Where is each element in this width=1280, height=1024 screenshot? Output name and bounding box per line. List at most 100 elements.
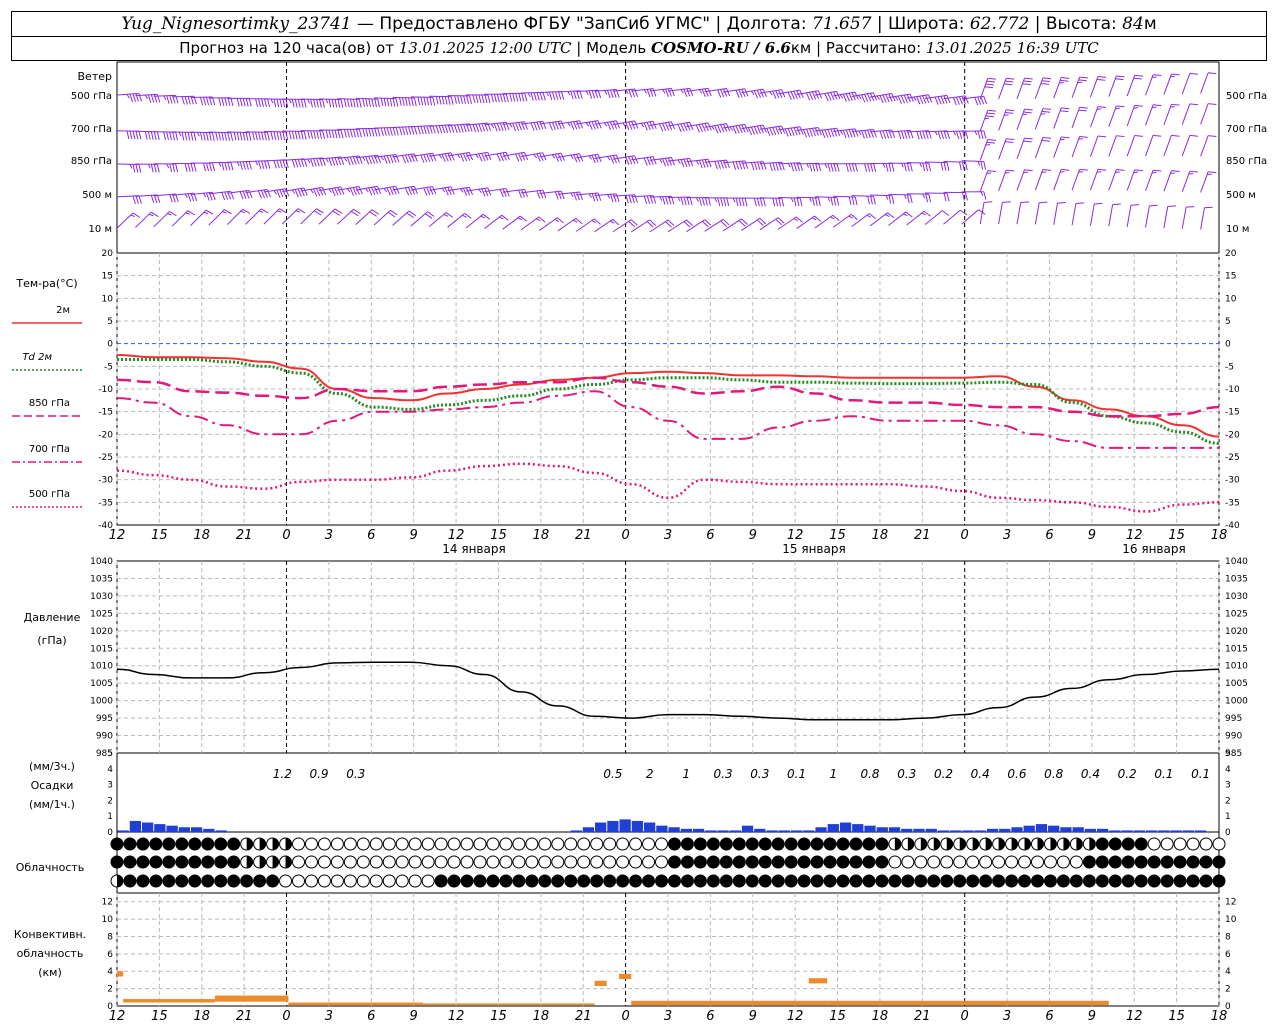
wind-barb-flag <box>505 93 509 103</box>
cloud-clear <box>940 855 954 869</box>
wind-barb-flag <box>866 93 872 102</box>
wind-barb-flag <box>882 163 886 168</box>
wind-barb-flag <box>744 88 749 97</box>
wind-barb <box>649 219 675 233</box>
wind-barb <box>319 129 344 139</box>
cloud-clear <box>927 855 941 869</box>
wind-barb-flag <box>423 154 428 163</box>
wind-barb <box>576 153 602 163</box>
wind-barb-flag <box>986 112 995 115</box>
wind-barb-flag <box>499 189 504 198</box>
wind-barb-flag <box>851 163 855 172</box>
cloud-full <box>862 837 876 851</box>
wind-barb <box>851 163 877 172</box>
wind-barb-flag <box>704 219 712 226</box>
cloud-clear <box>1005 855 1019 869</box>
cloud-full <box>849 874 863 888</box>
wind-barb-flag <box>1204 206 1213 209</box>
wind-barb-staff <box>759 197 782 199</box>
wind-barb-flag <box>245 161 249 170</box>
wind-barb-staff <box>300 186 323 192</box>
wind-barb-flag <box>548 91 553 101</box>
wind-barb-staff <box>337 208 354 225</box>
precip-tick-label-left: 3 <box>107 781 113 791</box>
wind-barb-flag <box>784 128 789 137</box>
wind-barb-flag <box>903 194 907 200</box>
wind-barb-flag <box>144 131 148 140</box>
wind-barb-flag <box>787 128 792 137</box>
wind-barb-staff <box>979 78 989 100</box>
cloud-symbol <box>914 874 928 888</box>
precip-bar <box>950 830 962 832</box>
wind-barb-flag <box>459 153 465 162</box>
cloud-full <box>797 874 811 888</box>
wind-barb-staff <box>1053 77 1062 99</box>
cloud-symbol <box>499 855 513 869</box>
wind-barb-flag <box>202 132 206 141</box>
cloud-symbol <box>810 855 824 869</box>
wind-barb-flag <box>814 215 822 222</box>
wind-barb-flag <box>573 121 578 130</box>
wind-barb <box>116 163 142 173</box>
wind-barb-flag <box>211 162 216 172</box>
wind-barb-staff <box>851 213 870 228</box>
wind-barb-flag <box>509 93 513 102</box>
wind-barb-flag <box>640 123 645 128</box>
calc-time: 13.01.2025 16:39 UTC <box>925 39 1099 57</box>
wind-barb-staff <box>1145 205 1150 228</box>
wind-level-label-right: 10 м <box>1226 224 1249 235</box>
wind-barb <box>925 94 951 105</box>
cloud-full <box>1082 874 1096 888</box>
wind-barb-staff <box>429 186 452 191</box>
wind-barb-staff <box>465 122 488 126</box>
cloud-full <box>564 874 578 888</box>
legend-label: 500 гПа <box>29 489 70 500</box>
cloud-clear <box>629 855 643 869</box>
wind-barb-flag <box>946 130 950 139</box>
wind-barb-flag <box>790 127 795 136</box>
precip-bar <box>705 830 717 832</box>
wind-barb-flag <box>937 131 941 140</box>
temp-series-line <box>116 376 1220 418</box>
wind-barb-staff <box>1200 72 1209 94</box>
cloud-symbol <box>266 874 280 888</box>
bottom-hour-label: 6 <box>367 1009 375 1024</box>
wind-barb-flag <box>922 130 926 140</box>
wind-barb-flag <box>631 121 636 130</box>
wind-barb-flag <box>1116 105 1125 108</box>
wind-barb-staff <box>172 192 195 196</box>
wind-barb <box>906 193 932 203</box>
wind-barb-staff <box>1145 170 1154 192</box>
wind-barb <box>925 192 950 202</box>
wind-barb-staff <box>429 124 452 127</box>
cloud-symbol <box>836 874 850 888</box>
wind-barb <box>465 187 492 197</box>
precip-bar <box>888 827 901 832</box>
pressure-tick-label-left: 985 <box>96 749 113 759</box>
wind-barb <box>410 152 437 163</box>
wind-barb-flag <box>815 197 818 206</box>
wind-barb-flag <box>738 89 743 98</box>
wind-barb-flag <box>150 195 155 204</box>
wind-barb-flag <box>593 218 601 225</box>
wind-barb-flag <box>554 121 559 130</box>
wind-barb <box>557 217 583 232</box>
wind-barb-flag <box>153 194 158 204</box>
wind-barb-flag <box>413 186 418 194</box>
temp-series-line <box>116 462 1220 513</box>
wind-barb <box>502 215 527 230</box>
cloud-symbol <box>888 874 902 888</box>
wind-barb-flag <box>521 93 525 102</box>
wind-barb-staff <box>667 219 687 233</box>
wind-barb-flag <box>680 123 685 132</box>
wind-barb-flag <box>1134 104 1143 107</box>
wind-barb-flag <box>484 188 489 197</box>
wind-barb-staff <box>686 158 709 163</box>
cloud-clear <box>408 855 422 869</box>
precip-bar <box>937 830 950 832</box>
wind-barb <box>300 208 324 225</box>
cloud-clear <box>460 837 474 851</box>
wind-barb-flag <box>554 91 559 100</box>
bottom-hour-label: 3 <box>1003 1009 1011 1024</box>
cloud-symbol <box>1186 837 1200 851</box>
